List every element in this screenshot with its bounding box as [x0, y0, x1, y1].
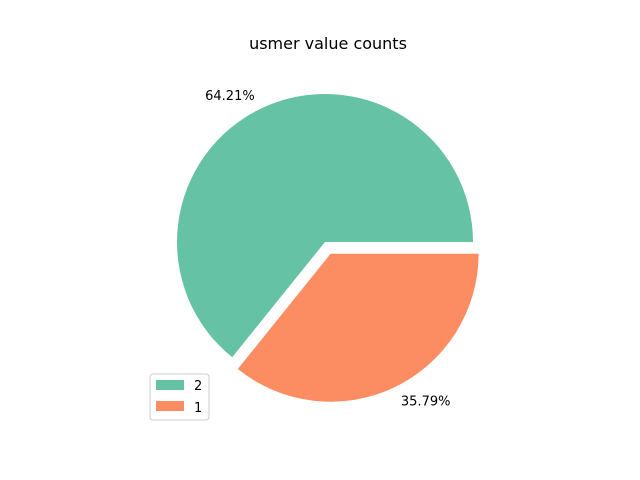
legend-label-2: 2 [194, 379, 202, 394]
pie-labels: 64.21% 35.79% [205, 89, 450, 409]
pie-slice-2 [176, 94, 473, 358]
pie-slice-1 [237, 253, 479, 402]
legend-label-1: 1 [194, 401, 202, 416]
pie-percent-label-1: 35.79% [401, 395, 451, 410]
legend-swatch-1 [156, 401, 184, 411]
pie-percent-label-2: 64.21% [205, 89, 255, 104]
chart-title: usmer value counts [249, 34, 407, 53]
legend-swatch-2 [156, 380, 184, 390]
legend: 2 1 [149, 373, 210, 421]
pie-slices [176, 94, 479, 402]
